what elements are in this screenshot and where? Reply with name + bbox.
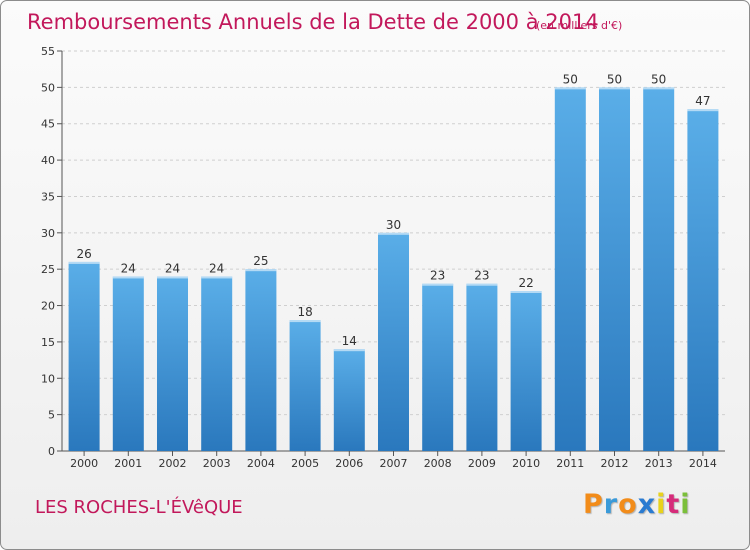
x-axis-ticks: 2000 2001 2002 2003 2004 2005 2006 2007 2008 2009… bbox=[70, 451, 717, 470]
logo-letter: i bbox=[656, 489, 667, 520]
x-tick-label: 2000 bbox=[70, 457, 98, 470]
y-axis-ticks: 0 5 10 15 20 25 30 35 40 45 50 55 bbox=[41, 45, 62, 458]
bar bbox=[68, 261, 100, 451]
x-tick-label: 2012 bbox=[601, 457, 629, 470]
bar bbox=[422, 283, 454, 451]
x-tick-label: 2008 bbox=[424, 457, 452, 470]
value-label: 23 bbox=[474, 269, 489, 283]
bar-highlight bbox=[554, 87, 586, 90]
y-tick-label: 50 bbox=[41, 81, 55, 94]
value-label: 24 bbox=[165, 261, 180, 275]
logo-letter: i bbox=[680, 489, 691, 520]
bar bbox=[378, 232, 409, 451]
bar bbox=[245, 269, 277, 451]
y-tick-label: 10 bbox=[41, 372, 55, 385]
y-tick-label: 45 bbox=[41, 118, 55, 131]
y-tick-label: 40 bbox=[41, 154, 55, 167]
y-tick-label: 55 bbox=[41, 45, 55, 58]
x-tick-label: 2013 bbox=[645, 457, 673, 470]
value-labels: 26 24 24 24 25 18 14 30 23 23 22 50 50 50 47 bbox=[76, 72, 710, 348]
logo-letter: P bbox=[583, 489, 604, 520]
y-tick-label: 5 bbox=[48, 409, 55, 422]
value-label: 24 bbox=[121, 261, 136, 275]
value-label: 24 bbox=[209, 261, 224, 275]
bar bbox=[554, 87, 586, 451]
bar bbox=[687, 109, 719, 451]
bar bbox=[201, 276, 233, 451]
value-label: 14 bbox=[342, 334, 357, 348]
value-label: 25 bbox=[253, 254, 268, 268]
x-tick-label: 2014 bbox=[689, 457, 717, 470]
chart-subtitle: (en milliers d'€) bbox=[536, 19, 622, 32]
x-tick-label: 2002 bbox=[159, 457, 187, 470]
bar-highlight bbox=[157, 276, 188, 279]
bar bbox=[289, 320, 321, 451]
x-tick-label: 2001 bbox=[114, 457, 142, 470]
y-tick-label: 20 bbox=[41, 300, 55, 313]
x-tick-label: 2003 bbox=[203, 457, 231, 470]
bar bbox=[157, 276, 188, 451]
bar bbox=[510, 291, 542, 451]
bar bbox=[466, 283, 498, 451]
value-label: 30 bbox=[386, 218, 401, 232]
logo-letter: o bbox=[618, 489, 638, 520]
bar-highlight bbox=[289, 320, 321, 323]
commune-name: LES ROCHES-L'ÉVêQUE bbox=[35, 497, 243, 518]
value-label: 50 bbox=[563, 72, 578, 86]
x-tick-label: 2004 bbox=[247, 457, 275, 470]
bar-highlight bbox=[333, 349, 365, 352]
bar-highlight bbox=[68, 261, 100, 264]
y-tick-label: 30 bbox=[41, 227, 55, 240]
value-label: 47 bbox=[695, 94, 710, 108]
x-tick-label: 2006 bbox=[335, 457, 363, 470]
value-label: 18 bbox=[297, 305, 312, 319]
bar-highlight bbox=[599, 87, 630, 90]
logo-letter: t bbox=[666, 489, 681, 520]
value-label: 23 bbox=[430, 269, 445, 283]
bar bbox=[643, 87, 675, 451]
bar-highlight bbox=[466, 283, 498, 286]
y-tick-label: 35 bbox=[41, 190, 55, 203]
bar-highlight bbox=[245, 269, 277, 272]
bar-highlight bbox=[378, 232, 409, 235]
x-tick-label: 2009 bbox=[468, 457, 496, 470]
bar-highlight bbox=[510, 291, 542, 293]
x-tick-label: 2010 bbox=[512, 457, 540, 470]
logo-letter: x bbox=[637, 489, 657, 520]
bar bbox=[599, 87, 630, 451]
logo-letter: r bbox=[603, 489, 619, 520]
value-label: 26 bbox=[76, 247, 91, 261]
x-tick-label: 2011 bbox=[556, 457, 584, 470]
x-tick-label: 2007 bbox=[380, 457, 408, 470]
bar-highlight bbox=[201, 276, 233, 279]
bar bbox=[112, 276, 144, 451]
chart-title: Remboursements Annuels de la Dette de 20… bbox=[27, 10, 599, 34]
y-tick-label: 0 bbox=[48, 445, 55, 458]
bar-highlight bbox=[687, 109, 719, 112]
bar-highlight bbox=[643, 87, 675, 90]
bars bbox=[68, 87, 719, 451]
bar-highlight bbox=[422, 283, 454, 286]
value-label: 50 bbox=[607, 72, 622, 86]
value-label: 50 bbox=[651, 72, 666, 86]
bar-highlight bbox=[112, 276, 144, 279]
proxiti-logo: Proxiti bbox=[583, 489, 691, 520]
y-tick-label: 25 bbox=[41, 263, 55, 276]
x-tick-label: 2005 bbox=[291, 457, 319, 470]
value-label: 22 bbox=[518, 276, 533, 290]
y-tick-label: 15 bbox=[41, 336, 55, 349]
bar bbox=[333, 349, 365, 451]
